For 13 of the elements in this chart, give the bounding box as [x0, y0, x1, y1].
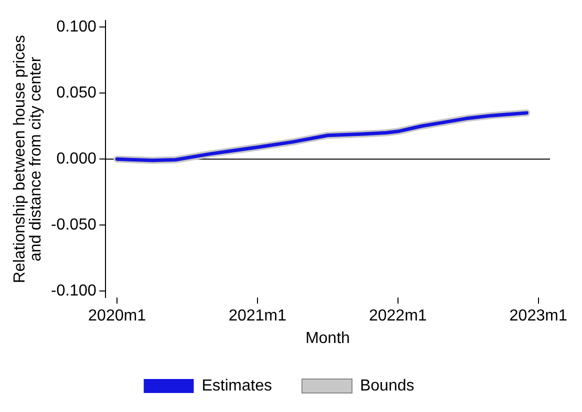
- x-tick-label: 2022m1: [368, 308, 427, 325]
- y-tick-label: 0.000: [56, 150, 96, 168]
- y-tick-label: 0.100: [56, 18, 96, 36]
- y-axis-title: Relationship between house prices and distance from city center: [11, 35, 44, 284]
- y-tick-label: -0.100: [50, 282, 96, 300]
- x-tick-label: 2021m1: [228, 308, 286, 325]
- x-axis-title: Month: [305, 330, 350, 347]
- x-tick-label: 2020m1: [88, 308, 146, 325]
- y-tick-label: 0.050: [56, 84, 96, 102]
- legend-label: Estimates: [202, 377, 272, 394]
- y-tick-label: -0.050: [50, 216, 96, 234]
- legend-label: Bounds: [360, 377, 414, 394]
- x-tick-label: 2023m1: [509, 308, 568, 325]
